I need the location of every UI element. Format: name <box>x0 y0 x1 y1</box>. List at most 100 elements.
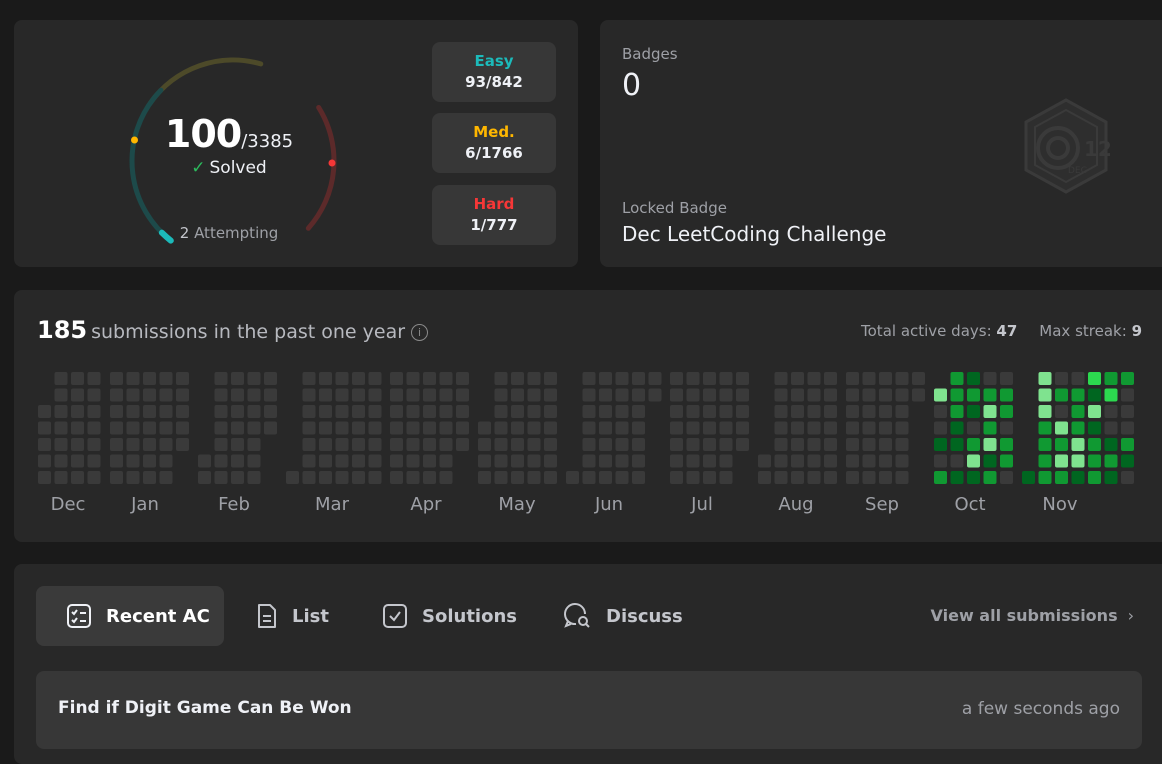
heatmap-day-cell[interactable] <box>368 388 382 402</box>
heatmap-day-cell[interactable] <box>1121 405 1134 418</box>
heatmap-day-cell[interactable] <box>176 388 189 402</box>
heatmap-day-cell[interactable] <box>824 454 837 468</box>
heatmap-day-cell[interactable] <box>824 388 837 402</box>
heatmap-day-cell[interactable] <box>736 372 749 385</box>
heatmap-day-cell[interactable] <box>126 405 140 418</box>
heatmap-day-cell[interactable] <box>126 421 140 435</box>
heatmap-day-cell[interactable] <box>527 388 541 402</box>
heatmap-day-cell[interactable] <box>423 405 436 418</box>
heatmap-day-cell[interactable] <box>934 438 947 451</box>
heatmap-day-cell[interactable] <box>950 421 964 435</box>
heatmap-day-cell[interactable] <box>862 438 876 451</box>
heatmap-day-cell[interactable] <box>703 438 716 451</box>
heatmap-day-cell[interactable] <box>302 454 316 468</box>
heatmap-day-cell[interactable] <box>895 405 909 418</box>
tab-recent-ac[interactable]: Recent AC <box>36 586 224 646</box>
heatmap-day-cell[interactable] <box>879 421 892 435</box>
heatmap-day-cell[interactable] <box>862 372 876 385</box>
heatmap-day-cell[interactable] <box>231 405 244 418</box>
heatmap-day-cell[interactable] <box>126 388 140 402</box>
heatmap-day-cell[interactable] <box>176 438 189 451</box>
heatmap-day-cell[interactable] <box>774 471 788 484</box>
hard-stat[interactable]: Hard 1/777 <box>432 185 556 245</box>
heatmap-day-cell[interactable] <box>319 471 332 484</box>
heatmap-day-cell[interactable] <box>406 471 420 484</box>
heatmap-day-cell[interactable] <box>319 372 332 385</box>
heatmap-day-cell[interactable] <box>719 471 733 484</box>
heatmap-day-cell[interactable] <box>736 438 749 451</box>
heatmap-day-cell[interactable] <box>456 388 469 402</box>
heatmap-day-cell[interactable] <box>494 405 508 418</box>
heatmap-day-cell[interactable] <box>615 388 629 402</box>
heatmap-day-cell[interactable] <box>231 421 244 435</box>
heatmap-day-cell[interactable] <box>231 438 244 451</box>
heatmap-day-cell[interactable] <box>934 405 947 418</box>
heatmap-day-cell[interactable] <box>791 388 804 402</box>
heatmap-day-cell[interactable] <box>1071 454 1085 468</box>
heatmap-day-cell[interactable] <box>352 388 365 402</box>
heatmap-day-cell[interactable] <box>54 454 68 468</box>
heatmap-day-cell[interactable] <box>1022 471 1035 484</box>
heatmap-day-cell[interactable] <box>1038 421 1052 435</box>
heatmap-day-cell[interactable] <box>862 405 876 418</box>
heatmap-day-cell[interactable] <box>615 372 629 385</box>
heatmap-day-cell[interactable] <box>544 388 557 402</box>
heatmap-day-cell[interactable] <box>791 421 804 435</box>
heatmap-day-cell[interactable] <box>110 372 123 385</box>
heatmap-day-cell[interactable] <box>439 372 453 385</box>
heatmap-day-cell[interactable] <box>71 471 84 484</box>
heatmap-day-cell[interactable] <box>582 471 596 484</box>
heatmap-day-cell[interactable] <box>1121 471 1134 484</box>
heatmap-day-cell[interactable] <box>895 438 909 451</box>
heatmap-day-cell[interactable] <box>703 372 716 385</box>
heatmap-day-cell[interactable] <box>390 421 403 435</box>
heatmap-day-cell[interactable] <box>214 388 228 402</box>
heatmap-day-cell[interactable] <box>758 471 771 484</box>
heatmap-day-cell[interactable] <box>1000 405 1013 418</box>
heatmap-day-cell[interactable] <box>544 438 557 451</box>
heatmap-day-cell[interactable] <box>335 388 349 402</box>
heatmap-day-cell[interactable] <box>1000 372 1013 385</box>
heatmap-day-cell[interactable] <box>582 372 596 385</box>
heatmap-day-cell[interactable] <box>38 471 51 484</box>
heatmap-day-cell[interactable] <box>670 438 683 451</box>
heatmap-day-cell[interactable] <box>774 421 788 435</box>
heatmap-day-cell[interactable] <box>87 372 101 385</box>
heatmap-day-cell[interactable] <box>1104 405 1118 418</box>
heatmap-day-cell[interactable] <box>159 421 173 435</box>
heatmap-day-cell[interactable] <box>879 454 892 468</box>
heatmap-day-cell[interactable] <box>1104 421 1118 435</box>
heatmap-day-cell[interactable] <box>632 372 645 385</box>
heatmap-day-cell[interactable] <box>686 372 700 385</box>
heatmap-day-cell[interactable] <box>126 454 140 468</box>
heatmap-day-cell[interactable] <box>950 438 964 451</box>
heatmap-day-cell[interactable] <box>494 471 508 484</box>
heatmap-day-cell[interactable] <box>544 421 557 435</box>
heatmap-day-cell[interactable] <box>302 438 316 451</box>
heatmap-day-cell[interactable] <box>390 471 403 484</box>
heatmap-day-cell[interactable] <box>527 372 541 385</box>
heatmap-day-cell[interactable] <box>807 388 821 402</box>
heatmap-day-cell[interactable] <box>87 454 101 468</box>
heatmap-day-cell[interactable] <box>1000 454 1013 468</box>
heatmap-day-cell[interactable] <box>774 405 788 418</box>
heatmap-day-cell[interactable] <box>1055 471 1068 484</box>
heatmap-day-cell[interactable] <box>247 405 261 418</box>
heatmap-day-cell[interactable] <box>599 471 612 484</box>
heatmap-day-cell[interactable] <box>1121 421 1134 435</box>
heatmap-day-cell[interactable] <box>862 421 876 435</box>
heatmap-day-cell[interactable] <box>824 405 837 418</box>
heatmap-day-cell[interactable] <box>302 388 316 402</box>
heatmap-day-cell[interactable] <box>511 388 524 402</box>
heatmap-day-cell[interactable] <box>126 372 140 385</box>
heatmap-day-cell[interactable] <box>198 471 211 484</box>
heatmap-day-cell[interactable] <box>456 372 469 385</box>
heatmap-day-cell[interactable] <box>934 471 947 484</box>
heatmap-day-cell[interactable] <box>686 421 700 435</box>
heatmap-day-cell[interactable] <box>439 454 453 468</box>
heatmap-day-cell[interactable] <box>368 421 382 435</box>
heatmap-day-cell[interactable] <box>1104 438 1118 451</box>
heatmap-day-cell[interactable] <box>686 388 700 402</box>
heatmap-day-cell[interactable] <box>110 471 123 484</box>
heatmap-day-cell[interactable] <box>846 454 859 468</box>
